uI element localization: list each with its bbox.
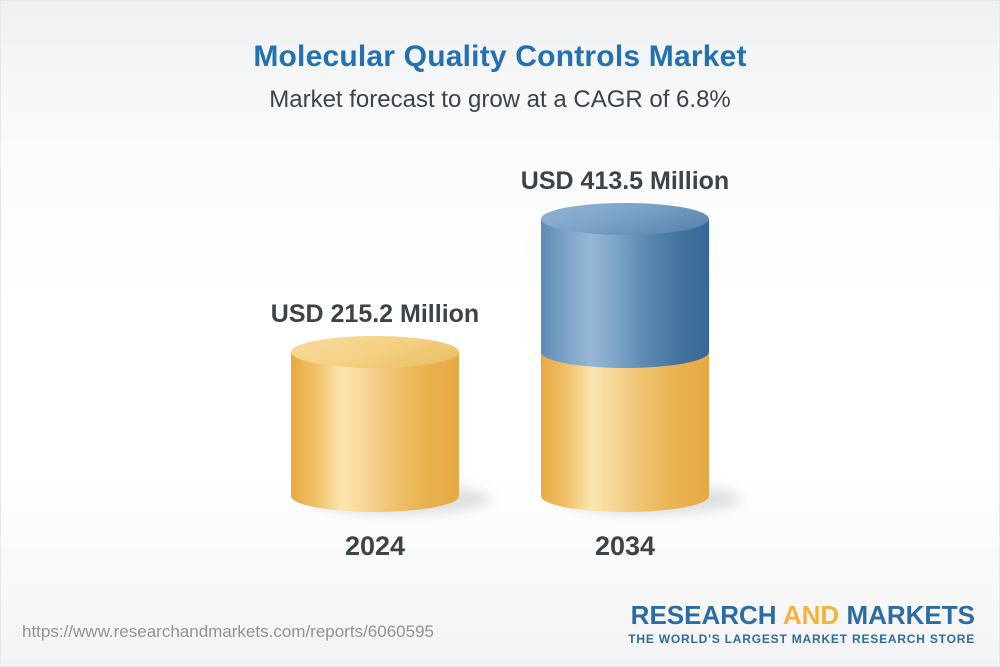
source-url-link[interactable]: https://www.researchandmarkets.com/repor… [22, 622, 434, 641]
category-label-2024: 2024 [344, 531, 406, 561]
research-and-markets-logo: RESEARCH AND MARKETS THE WORLD'S LARGEST… [628, 601, 975, 646]
logo-tagline: THE WORLD'S LARGEST MARKET RESEARCH STOR… [628, 632, 975, 646]
logo-word-markets: MARKETS [846, 600, 975, 630]
bar-2034 [541, 0, 741, 667]
bar-2024-cylinder-top [291, 336, 459, 368]
bar-2034-cylinder-top [541, 203, 709, 235]
chart-title: Molecular Quality Controls Market [253, 40, 747, 73]
bar-2024-cylinder-body [291, 352, 459, 512]
bar-2034-base-segment [541, 352, 709, 512]
logo-word-research: RESEARCH [630, 600, 777, 630]
bar-2034-growth-segment [541, 219, 709, 368]
value-label-2034: USD 413.5 Million [520, 167, 730, 195]
chart-subtitle: Market forecast to grow at a CAGR of 6.8… [269, 86, 731, 113]
bar-2024 [291, 0, 491, 667]
value-label-2024: USD 215.2 Million [270, 300, 480, 328]
logo-word-and: AND [782, 600, 840, 630]
logo-wordmark: RESEARCH AND MARKETS [628, 601, 975, 629]
category-label-2034: 2034 [594, 531, 656, 561]
